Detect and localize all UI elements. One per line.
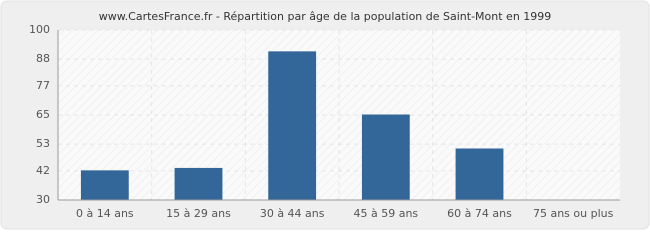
bar	[174, 167, 223, 201]
x-tick-label: 0 à 14 ans	[76, 207, 134, 220]
x-tick-label: 30 à 44 ans	[260, 207, 325, 220]
bar	[361, 114, 410, 201]
bar	[268, 51, 317, 201]
x-tick-label: 75 ans ou plus	[533, 207, 614, 220]
y-tick-label: 30	[36, 193, 50, 206]
x-tick-label: 15 à 29 ans	[166, 207, 231, 220]
y-tick-label: 53	[36, 137, 50, 150]
chart-title: www.CartesFrance.fr - Répartition par âg…	[99, 10, 552, 23]
chart: www.CartesFrance.fr - Répartition par âg…	[0, 0, 650, 230]
x-tick-label: 45 à 59 ans	[353, 207, 418, 220]
y-tick-label: 65	[36, 108, 50, 121]
y-tick-label: 100	[29, 23, 50, 36]
page: {"chart_data": {"type": "bar", "title": …	[0, 0, 650, 230]
y-tick-label: 42	[36, 164, 50, 177]
y-tick-label: 88	[36, 52, 50, 65]
y-tick-label: 77	[36, 79, 50, 92]
x-tick-label: 60 à 74 ans	[447, 207, 512, 220]
bar	[80, 170, 129, 201]
bar	[455, 148, 504, 201]
